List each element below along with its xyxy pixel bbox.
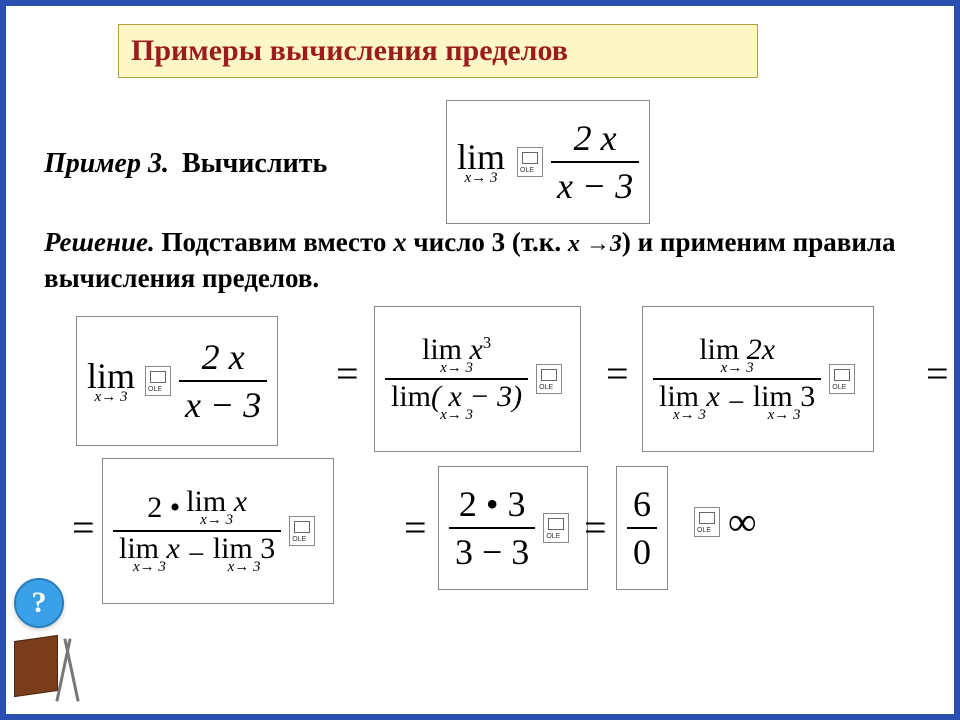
ole-icon <box>145 366 171 396</box>
lim-sub: x→ 3 <box>465 171 498 186</box>
compass-icon <box>52 634 82 704</box>
ole-icon <box>289 516 315 546</box>
lim-block: lim x→ 3 <box>457 139 505 186</box>
ole-icon <box>829 364 855 394</box>
eq-row1-b3: lim 2x x→ 3 lim x x→ 3 − lim 3 x→ 3 <box>642 306 874 452</box>
den: x − 3 <box>551 163 639 209</box>
eq-row2-b3: 6 0 <box>616 466 668 590</box>
equals: = <box>584 504 607 551</box>
equals: = <box>404 504 427 551</box>
ole-icon <box>694 507 720 537</box>
prompt-formula: lim x→ 3 2 x x − 3 <box>446 100 650 224</box>
ole-icon <box>536 364 562 394</box>
equals: = <box>606 350 629 397</box>
solution-text: Решение. Подставим вместо x число 3 (т.к… <box>44 224 924 297</box>
title-box: Примеры вычисления пределов <box>118 24 758 78</box>
example-prompt: Пример 3. Вычислить <box>44 148 327 180</box>
slide-title: Примеры вычисления пределов <box>131 34 568 68</box>
num: 2 x <box>568 115 623 161</box>
corner-graphics: ? <box>0 578 90 708</box>
result-infinity: ∞ <box>686 498 757 545</box>
prompt-fraction: 2 x x − 3 <box>551 115 639 209</box>
slide-frame: Примеры вычисления пределов Пример 3. Вы… <box>0 0 960 720</box>
solution-label: Решение. <box>44 227 155 257</box>
equals: = <box>336 350 359 397</box>
example-label: Пример 3. <box>44 148 169 179</box>
help-icon: ? <box>14 578 64 628</box>
eq-row1-b1: lim x→ 3 2 x x − 3 <box>76 316 278 446</box>
ole-icon <box>517 147 543 177</box>
equals: = <box>72 504 95 551</box>
ole-icon <box>543 513 569 543</box>
example-action: Вычислить <box>182 148 327 179</box>
eq-row1-b2: lim x3 x→ 3 lim( x − 3) x→ 3 <box>374 306 581 452</box>
equals: = <box>926 350 949 397</box>
eq-row2-b2: 2 • 3 3 − 3 <box>438 466 588 590</box>
eq-row2-b1: 2 • lim x x→ 3 lim x x→ 3 − lim 3 x→ 3 <box>102 458 334 604</box>
